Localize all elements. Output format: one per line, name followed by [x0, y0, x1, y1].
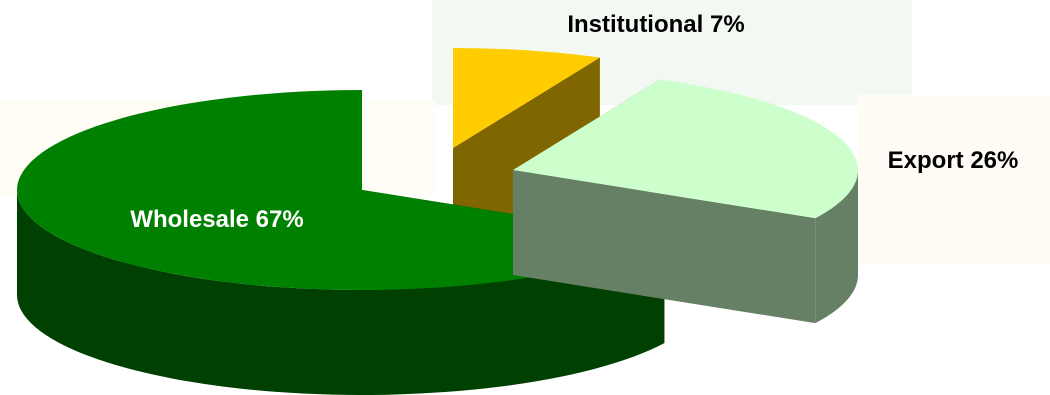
slice-wholesale-side: [17, 190, 665, 395]
slice-label-export: Export 26%: [888, 147, 1019, 174]
slice-export-wall: [513, 170, 816, 324]
label-panel-export: [858, 95, 1050, 265]
slice-institutional: [453, 48, 600, 253]
slice-wholesale-top: [17, 90, 665, 290]
slice-label-institutional: Institutional 7%: [567, 11, 744, 38]
slice-label-wholesale: Wholesale 67%: [130, 206, 303, 233]
slice-export-top: [513, 79, 859, 219]
slice-institutional-top: [453, 48, 600, 148]
slice-export: [513, 79, 859, 324]
slice-institutional-wall: [453, 57, 600, 253]
slice-export-side: [815, 170, 858, 324]
